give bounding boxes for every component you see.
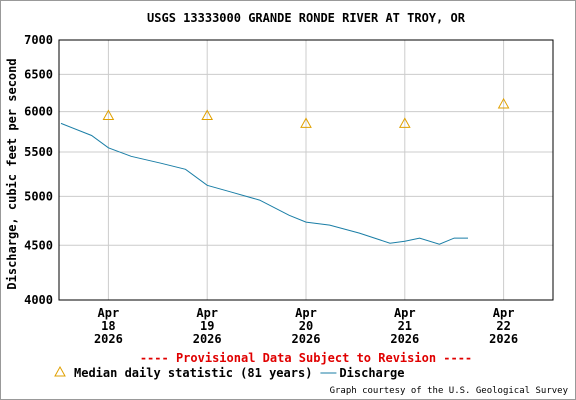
y-tick-label: 4000: [24, 293, 53, 307]
x-tick-label: Apr 21 2026: [390, 306, 419, 346]
median-marker: [102, 109, 115, 121]
x-tick-label: Apr 18 2026: [94, 306, 123, 346]
y-tick-label: 7000: [24, 33, 53, 47]
chart-title: USGS 13333000 GRANDE RONDE RIVER AT TROY…: [147, 11, 466, 25]
median-marker: [201, 109, 214, 121]
legend-label: Discharge: [339, 366, 404, 380]
x-tick-label: Apr 20 2026: [292, 306, 321, 346]
y-tick-label: 4500: [24, 238, 53, 252]
x-tick-label: Apr 22 2026: [489, 306, 518, 346]
median-marker: [398, 117, 411, 128]
y-tick-label: 5000: [24, 189, 53, 203]
provisional-note: ---- Provisional Data Subject to Revisio…: [140, 351, 472, 365]
discharge-line: [60, 122, 468, 245]
x-tick-label: Apr 19 2026: [193, 306, 222, 346]
median-marker: [497, 97, 510, 109]
y-tick-label: 5500: [24, 145, 53, 159]
y-tick-label: 6000: [24, 105, 53, 119]
credit: Graph courtesy of the U.S. Geological Su…: [330, 386, 569, 396]
legend-swatch: [54, 365, 66, 377]
y-axis-label: Discharge, cubic feet per second: [5, 58, 19, 289]
legend-label: Median daily statistic (81 years): [74, 366, 312, 380]
median-marker: [300, 117, 312, 128]
y-tick-label: 6500: [24, 67, 53, 81]
plot-area: [58, 39, 554, 301]
